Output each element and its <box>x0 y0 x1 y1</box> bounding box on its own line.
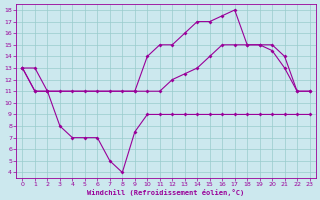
X-axis label: Windchill (Refroidissement éolien,°C): Windchill (Refroidissement éolien,°C) <box>87 189 245 196</box>
